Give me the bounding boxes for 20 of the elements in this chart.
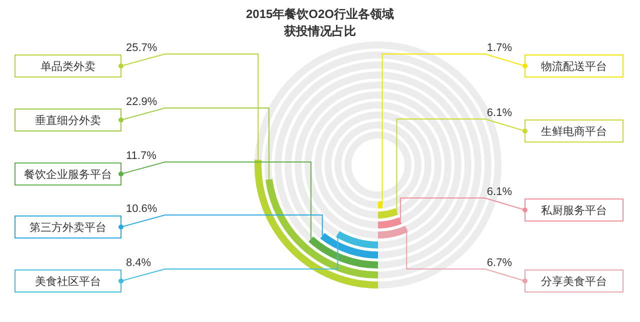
- category-label: 第三方外卖平台: [30, 221, 106, 234]
- data-label: 6.1%: [486, 186, 512, 198]
- data-label: 11.7%: [126, 150, 157, 162]
- text: 获投情况占比: [283, 24, 356, 38]
- data-label: 25.7%: [126, 42, 158, 54]
- data-label: 1.7%: [486, 42, 512, 54]
- category-label: 物流配送平台: [541, 60, 607, 73]
- category-label: 生鲜电商平台: [541, 125, 607, 138]
- data-label: 10.6%: [126, 203, 158, 215]
- category-label: 单品类外卖: [40, 60, 96, 73]
- category-label: 美食社区平台: [35, 275, 101, 288]
- category-label: 餐饮企业服务平台: [24, 168, 112, 181]
- data-label: 22.9%: [126, 96, 158, 108]
- text: 2015年餐饮O2O行业各领域: [246, 7, 394, 21]
- category-label: 私厨服务平台: [541, 204, 607, 217]
- data-label: 6.7%: [486, 257, 512, 269]
- data-label: 6.1%: [486, 107, 512, 119]
- category-label: 分享美食平台: [541, 275, 607, 288]
- data-label: 8.4%: [126, 257, 152, 269]
- category-label: 垂直细分外卖: [35, 114, 101, 127]
